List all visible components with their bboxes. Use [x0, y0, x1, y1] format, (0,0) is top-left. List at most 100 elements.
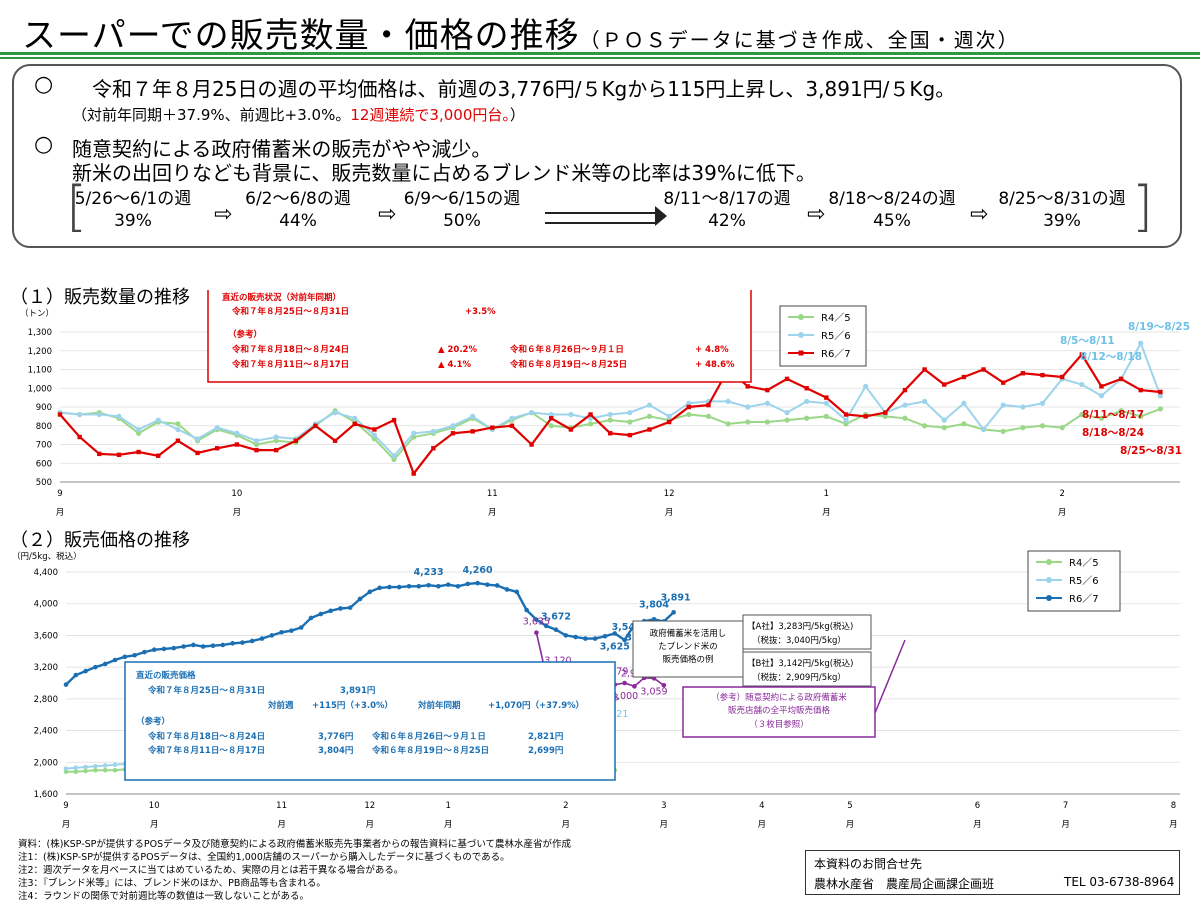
data-label: 3,120 — [544, 655, 571, 666]
data-point — [646, 413, 653, 419]
data-point — [161, 646, 167, 652]
data-point — [93, 763, 98, 769]
blend-title-1: 政府備蓄米を活用し — [650, 628, 727, 639]
data-point — [823, 413, 829, 419]
legend-label: R5／6 — [1069, 575, 1099, 587]
x-tick-suffix: 月 — [758, 820, 767, 830]
data-point — [102, 767, 108, 773]
week-label-825-831: 8/25～8/31 — [1120, 445, 1182, 457]
data-point — [436, 583, 441, 589]
data-point — [784, 410, 790, 416]
price-recent-r2-label: 令和７年８月18日～８月24日 — [147, 731, 265, 742]
price-recent-r2-value: 3,776円 — [318, 732, 353, 742]
data-point — [63, 766, 69, 771]
data-point — [352, 415, 358, 421]
data-label: 3,635 — [523, 617, 550, 628]
gov-line-2: 販売店舗の全平均販売価格 — [728, 705, 831, 716]
ratio-step-week: 8/25～8/31の週 — [998, 189, 1126, 209]
data-point — [57, 412, 63, 417]
data-point — [902, 415, 908, 421]
quantity-recent-r1-label: 令和７年８月25日～８月31日 — [231, 306, 349, 317]
data-point — [725, 421, 731, 427]
y-tick-label: 3,600 — [34, 631, 58, 641]
quantity-recent-r2-label: 令和７年８月18日～８月24日 — [231, 344, 349, 355]
data-point — [1118, 376, 1124, 382]
blend-b-1: 【B社】3,142円/5kg(税込) — [747, 658, 853, 669]
data-point — [504, 587, 510, 592]
x-tick-suffix: 月 — [56, 508, 65, 518]
data-point — [981, 367, 986, 372]
data-point — [214, 425, 220, 431]
data-point — [83, 768, 88, 774]
y-tick-label: 4,000 — [34, 600, 58, 610]
data-point — [843, 412, 849, 417]
ratio-step: 8/25～8/31の週 39% — [992, 188, 1132, 232]
x-tick-label: 1 — [445, 801, 450, 811]
data-point — [647, 427, 652, 432]
data-point — [563, 633, 569, 638]
data-label: 3,000 — [611, 691, 638, 702]
data-point — [671, 610, 676, 615]
steps-bracket-left: [ — [66, 175, 88, 238]
data-point — [102, 763, 108, 768]
data-point — [843, 421, 849, 427]
data-point — [1039, 400, 1046, 406]
data-point — [1138, 413, 1144, 419]
data-point — [396, 584, 402, 590]
price-recent-r2-prev-value: 2,821円 — [528, 732, 563, 742]
x-tick-label: 3 — [661, 801, 666, 811]
quantity-recent-heading: 直近の販売状況（対前年同期） — [222, 292, 341, 303]
data-point — [175, 426, 181, 433]
summary-line-2: （対前年同期＋37.9%、前週比+3.0%。12週連続で3,000円台。） — [72, 106, 525, 124]
data-point — [509, 415, 515, 421]
data-point — [475, 580, 480, 586]
data-point — [298, 625, 304, 630]
data-point — [465, 581, 471, 587]
data-point — [136, 426, 142, 433]
data-point — [627, 419, 633, 425]
y-tick-label: 1,200 — [28, 347, 52, 357]
data-point — [1020, 371, 1026, 376]
data-point — [1039, 423, 1046, 429]
x-tick-label: 11 — [487, 489, 498, 499]
ratio-step: 6/2～6/8の週 44% — [228, 188, 368, 232]
note-3: 注3：『ブレンド米等』には、ブレンド米のほか、PB商品等も含まれる。 — [18, 878, 326, 889]
data-point — [863, 383, 869, 389]
data-point — [253, 441, 260, 448]
section2-title: （２）販売価格の推移 — [10, 530, 190, 551]
y-tick-label: 2,800 — [34, 695, 58, 705]
price-recent-box — [124, 661, 616, 781]
data-label: 4,233 — [414, 567, 444, 578]
quantity-recent-r3-prev-value: + 48.6% — [695, 360, 735, 370]
x-tick-suffix: 月 — [1169, 820, 1178, 830]
data-point — [151, 647, 157, 652]
summary-box — [12, 64, 1182, 248]
data-point — [220, 642, 226, 648]
data-point — [1059, 374, 1065, 380]
data-point — [490, 425, 495, 430]
x-tick-label: 12 — [364, 801, 375, 811]
x-tick-label: 4 — [759, 801, 764, 811]
data-point — [411, 471, 416, 476]
x-tick-label: 10 — [149, 801, 160, 811]
summary-highlight: 12週連続で3,000円台。 — [350, 106, 510, 124]
data-point — [200, 644, 206, 649]
y-tick-label: 500 — [36, 478, 52, 488]
quantity-recent-r2-prev-value: + 4.8% — [695, 345, 729, 355]
data-point — [210, 643, 216, 649]
x-tick-suffix: 月 — [973, 820, 982, 830]
data-point — [764, 400, 771, 406]
price-chart: （円/5kg、税込） 1,600 2,000 2,400 2,800 3,200 3,60… — [12, 550, 1180, 830]
data-point — [804, 386, 809, 391]
legend-marker — [798, 332, 804, 338]
data-point — [494, 583, 500, 588]
note-2: 注2：週次データを月ベースに当てはめているため、実際の月とは若干異なる場合がある… — [18, 865, 404, 876]
data-point — [1000, 402, 1006, 408]
data-point — [273, 447, 279, 453]
data-point — [132, 652, 137, 658]
data-point — [824, 395, 829, 400]
legend-label: R6／7 — [1069, 593, 1099, 605]
data-point — [651, 616, 657, 622]
blend-title-2: たブレンド米の — [658, 641, 718, 652]
data-point — [661, 682, 667, 688]
